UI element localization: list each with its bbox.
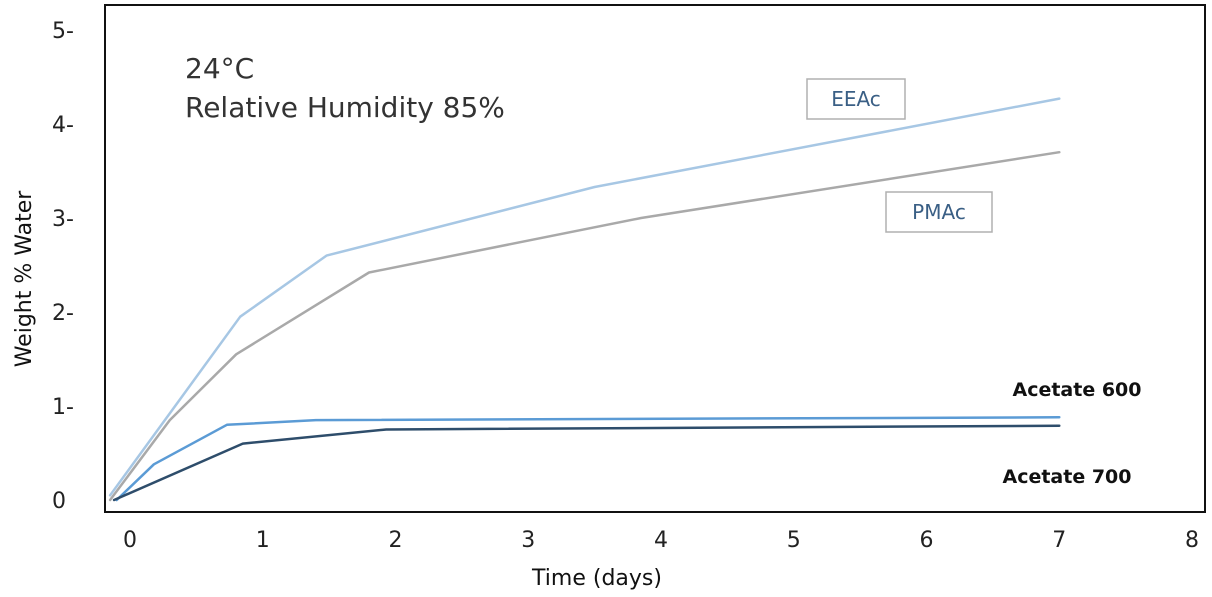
condition-temperature: 24°C (185, 52, 254, 85)
series-line-acetate-700 (112, 424, 1061, 502)
y-tick-label: 1- (52, 395, 74, 420)
legend-box-eeac: EEAc (806, 78, 906, 120)
y-tick-label: 4- (52, 113, 74, 138)
series-label-acetate-600: Acetate 600 (1012, 379, 1141, 401)
series-label-eeac: EEAc (831, 87, 881, 111)
series-line-eeac (108, 97, 1061, 497)
series-labels: EEAc PMAc Acetate 600 Acetate 700 (806, 78, 1142, 488)
x-tick-labels: 0 1 2 3 4 5 6 7 8 (123, 528, 1199, 553)
y-tick-label: 5- (52, 19, 74, 44)
y-tick-label: 3- (52, 207, 74, 232)
series-line-pmac (108, 150, 1061, 502)
series-label-acetate-700: Acetate 700 (1002, 466, 1131, 488)
x-tick-label: 8 (1185, 528, 1199, 553)
condition-humidity: Relative Humidity 85% (185, 91, 505, 124)
y-tick-label: 0 (52, 489, 66, 514)
x-tick-label: 4 (654, 528, 668, 553)
legend-box-pmac: PMAc (885, 191, 993, 233)
series-layer (108, 97, 1061, 502)
x-tick-label: 2 (389, 528, 403, 553)
x-axis-title: Time (days) (531, 566, 662, 591)
x-tick-label: 3 (521, 528, 535, 553)
x-tick-label: 1 (256, 528, 270, 553)
x-tick-label: 7 (1052, 528, 1066, 553)
x-tick-label: 5 (787, 528, 801, 553)
y-axis-title: Weight % Water (12, 190, 37, 368)
y-tick-labels: 0 1- 2- 3- 4- 5- (52, 19, 74, 514)
series-label-pmac: PMAc (912, 200, 966, 224)
y-tick-label: 2- (52, 301, 74, 326)
series-line-acetate-600 (115, 416, 1061, 502)
plot-frame (104, 4, 1206, 513)
x-tick-label: 0 (123, 528, 137, 553)
x-tick-label: 6 (920, 528, 934, 553)
